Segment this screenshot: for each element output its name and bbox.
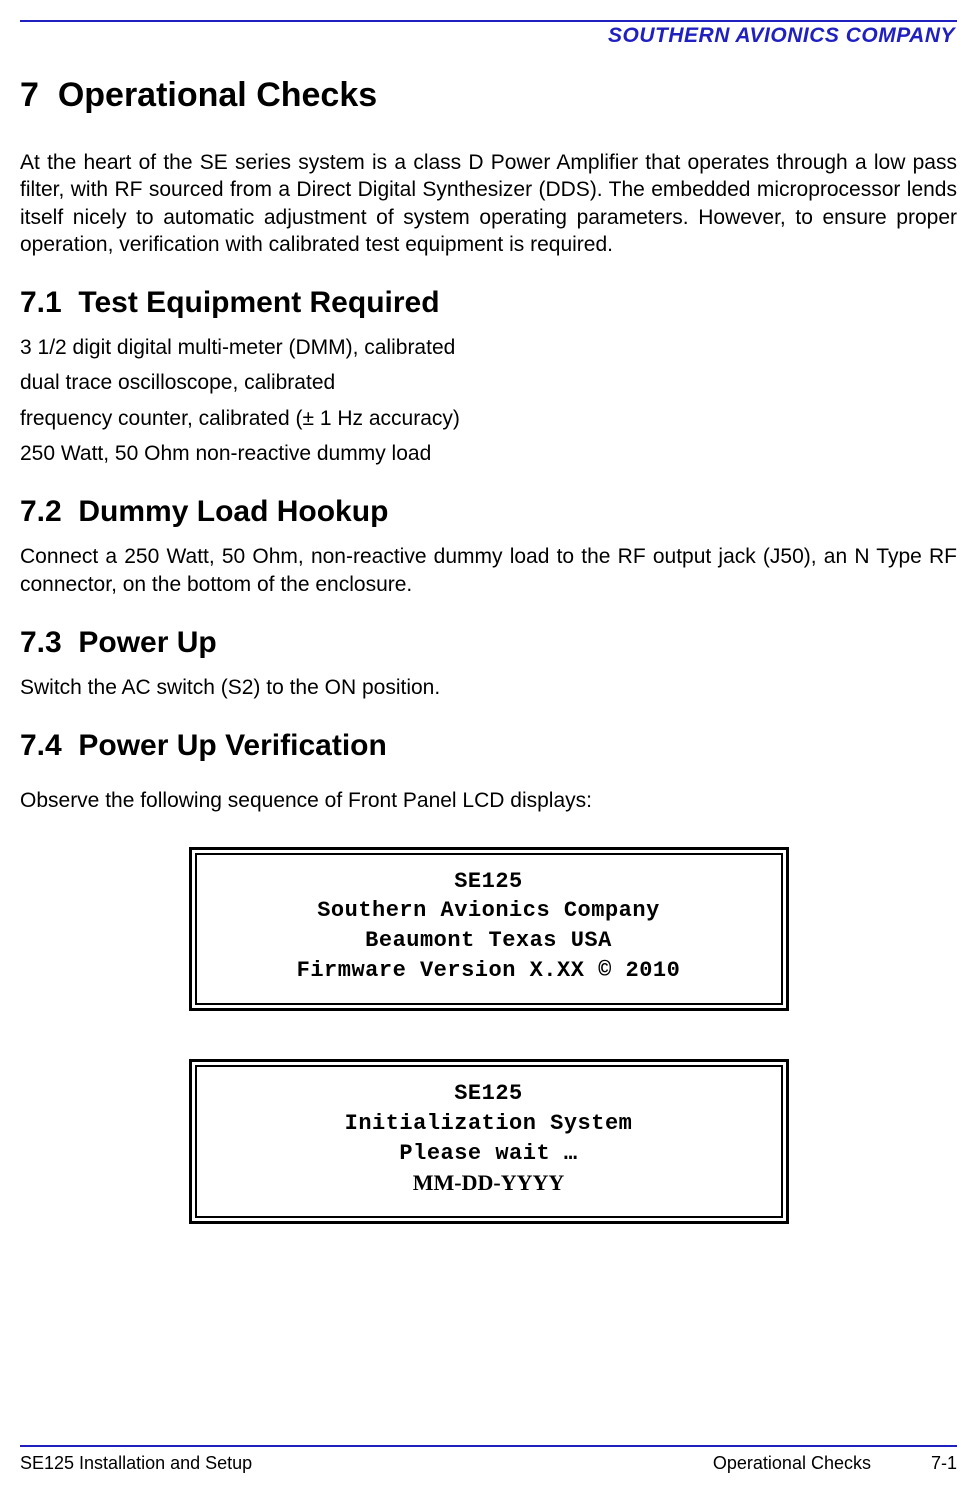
section-7-2-heading: 7.2 Dummy Load Hookup xyxy=(20,495,957,529)
footer-row: SE125 Installation and Setup Operational… xyxy=(20,1453,957,1474)
equipment-item-4: 250 Watt, 50 Ohm non-reactive dummy load xyxy=(20,440,957,467)
page: SOUTHERN AVIONICS COMPANY 7 Operational … xyxy=(0,0,977,1492)
footer-left: SE125 Installation and Setup xyxy=(20,1453,252,1474)
section-7-4-heading: 7.4 Power Up Verification xyxy=(20,729,957,763)
section-7-intro: At the heart of the SE series system is … xyxy=(20,149,957,258)
section-7-3-title: Power Up xyxy=(78,626,216,659)
section-7-2-text: Connect a 250 Watt, 50 Ohm, non-reactive… xyxy=(20,543,957,598)
lcd2-line2: Initialization System xyxy=(207,1109,771,1139)
section-7-3-number: 7.3 xyxy=(20,626,62,659)
section-7-1-number: 7.1 xyxy=(20,286,62,319)
lcd2-line1: SE125 xyxy=(207,1079,771,1109)
section-7-2-title: Dummy Load Hookup xyxy=(78,495,388,528)
lcd2-line4: MM-DD-YYYY xyxy=(207,1168,771,1198)
equipment-item-1: 3 1/2 digit digital multi-meter (DMM), c… xyxy=(20,334,957,361)
lcd1-line3: Beaumont Texas USA xyxy=(207,926,771,956)
section-7-title: Operational Checks xyxy=(58,76,377,114)
footer-rule xyxy=(20,1445,957,1447)
header-rule xyxy=(20,20,957,22)
section-7-3-text: Switch the AC switch (S2) to the ON posi… xyxy=(20,674,957,701)
section-7-number: 7 xyxy=(20,76,39,114)
lcd-display-2: SE125 Initialization System Please wait … xyxy=(189,1059,789,1224)
lcd2-line3: Please wait … xyxy=(207,1139,771,1169)
lcd1-line2: Southern Avionics Company xyxy=(207,896,771,926)
section-7-heading: 7 Operational Checks xyxy=(20,76,957,115)
section-7-4-text: Observe the following sequence of Front … xyxy=(20,787,957,814)
lcd-display-2-inner: SE125 Initialization System Please wait … xyxy=(195,1065,783,1218)
equipment-item-2: dual trace oscilloscope, calibrated xyxy=(20,369,957,396)
section-7-4-number: 7.4 xyxy=(20,729,62,762)
lcd-display-1: SE125 Southern Avionics Company Beaumont… xyxy=(189,847,789,1012)
page-footer: SE125 Installation and Setup Operational… xyxy=(20,1445,957,1474)
section-7-4-title: Power Up Verification xyxy=(78,729,386,762)
footer-page-number: 7-1 xyxy=(931,1453,957,1474)
section-7-1-title: Test Equipment Required xyxy=(78,286,439,319)
lcd1-line4: Firmware Version X.XX © 2010 xyxy=(207,956,771,986)
section-7-2-number: 7.2 xyxy=(20,495,62,528)
section-7-1-heading: 7.1 Test Equipment Required xyxy=(20,286,957,320)
lcd-display-1-inner: SE125 Southern Avionics Company Beaumont… xyxy=(195,853,783,1006)
lcd-displays: SE125 Southern Avionics Company Beaumont… xyxy=(189,847,789,1225)
lcd1-line1: SE125 xyxy=(207,867,771,897)
section-7-3-heading: 7.3 Power Up xyxy=(20,626,957,660)
footer-center: Operational Checks xyxy=(252,1453,931,1474)
equipment-item-3: frequency counter, calibrated (± 1 Hz ac… xyxy=(20,405,957,432)
header-company-name: SOUTHERN AVIONICS COMPANY xyxy=(20,24,955,48)
